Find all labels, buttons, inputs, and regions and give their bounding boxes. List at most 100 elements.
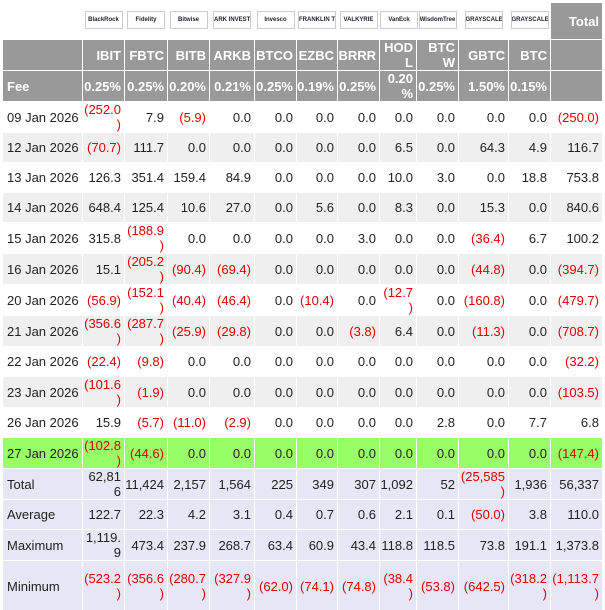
- flow-value: 0.0: [296, 101, 338, 133]
- flow-value: 60.9: [296, 529, 338, 561]
- flow-value: 0.0: [416, 376, 459, 408]
- date-row: 20 Jan 2026 (56.9) (152.1) (40.4) (46.4) 0.0(…: [2, 284, 603, 316]
- date-row: 15 Jan 2026 315.8 (188.9) 0.0 0.0 0.0 0.0 3.0 0.…: [2, 222, 603, 254]
- row-label: Average: [2, 499, 83, 530]
- flow-value: (356.6): [124, 560, 168, 610]
- empty-cell: [2, 2, 83, 40]
- flow-value: (32.2): [550, 346, 603, 377]
- flow-value: 225: [254, 468, 297, 500]
- fee: 0.25%: [82, 70, 125, 102]
- flow-value: 0.0: [416, 132, 459, 163]
- flow-value: 0.0: [337, 192, 380, 223]
- row-label: 12 Jan 2026: [2, 132, 83, 163]
- row-label: 22 Jan 2026: [2, 346, 83, 377]
- summary-row: Minimum (523.2) (356.6) (280.7) (327.9) (62.0…: [2, 560, 603, 610]
- flow-value: 0.0: [209, 132, 255, 163]
- date-row: 09 Jan 2026 (252.0) 7.9 (5.9) 0.0 0.0 0.0 0.0 0.…: [2, 101, 603, 133]
- flow-value: 0.0: [508, 437, 551, 469]
- flow-value: 6.8: [550, 407, 603, 438]
- flow-value: (46.4): [209, 284, 255, 316]
- summary-row: Total 62,816 11,424 2,157 1,564 225 349 307 1,09…: [2, 468, 603, 500]
- flow-value: 0.0: [209, 222, 255, 254]
- date-row: 13 Jan 2026 126.3 351.4 159.4 84.9 0.0 0.0 0.0 1…: [2, 162, 603, 193]
- flow-value: 0.0: [167, 132, 210, 163]
- ticker: ARKB: [209, 39, 255, 71]
- flow-value: (25.9): [167, 315, 210, 347]
- flow-value: 15.1: [82, 253, 125, 285]
- flow-value: 0.0: [416, 315, 459, 347]
- flow-value: 15.3: [458, 192, 509, 223]
- flow-value: 0.0: [296, 132, 338, 163]
- row-label: Maximum: [2, 529, 83, 561]
- flow-value: 0.0: [337, 437, 380, 469]
- flow-value: 237.9: [167, 529, 210, 561]
- flow-value: 22.3: [124, 499, 168, 530]
- flow-value: 0.0: [296, 376, 338, 408]
- flow-value: (44.6): [124, 437, 168, 469]
- flow-value: 0.0: [508, 376, 551, 408]
- flow-value: 116.7: [550, 132, 603, 163]
- flow-value: 52: [416, 468, 459, 500]
- flow-value: 0.0: [458, 162, 509, 193]
- flow-value: 4.9: [508, 132, 551, 163]
- flow-value: (70.7): [82, 132, 125, 163]
- fee: 0.25%: [337, 70, 380, 102]
- flow-value: (56.9): [82, 284, 125, 316]
- flow-value: (40.4): [167, 284, 210, 316]
- flow-value: 2.8: [416, 407, 459, 438]
- flow-value: 0.0: [296, 437, 338, 469]
- date-row: 14 Jan 2026 648.4 125.4 10.6 27.0 0.0 5.6 0.0 8.…: [2, 192, 603, 223]
- ticker: EZBC: [296, 39, 338, 71]
- flow-value: 0.0: [296, 253, 338, 285]
- row-label: 13 Jan 2026: [2, 162, 83, 193]
- flow-value: 15.9: [82, 407, 125, 438]
- fee-label: Fee: [2, 70, 83, 102]
- flow-value: (188.9): [124, 222, 168, 254]
- flow-value: 6.7: [508, 222, 551, 254]
- issuer-logo: ARK INVEST: [213, 10, 251, 29]
- flow-value: 0.0: [254, 222, 297, 254]
- empty-cell: [550, 70, 603, 102]
- ticker-row: IBIT FBTC BITB ARKB BTCO EZBC BRRR HODL BTCW GBTC…: [2, 39, 603, 71]
- date-row: 12 Jan 2026 (70.7) 111.7 0.0 0.0 0.0 0.0 0.0 6.5…: [2, 132, 603, 163]
- fee: 0.25%: [254, 70, 297, 102]
- flow-value: 6.4: [379, 315, 417, 347]
- flow-value: (12.7): [379, 284, 417, 316]
- flow-value: 0.0: [379, 222, 417, 254]
- flow-value: 10.0: [379, 162, 417, 193]
- date-row: 21 Jan 2026 (356.6) (287.7) (25.9) (29.8) 0.0…: [2, 315, 603, 347]
- flow-value: (642.5): [458, 560, 509, 610]
- fee: 0.20%: [379, 70, 417, 102]
- flow-value: (11.0): [167, 407, 210, 438]
- flow-value: (2.9): [209, 407, 255, 438]
- flow-value: 0.0: [167, 222, 210, 254]
- flow-value: 0.0: [254, 101, 297, 133]
- flow-value: (90.4): [167, 253, 210, 285]
- flow-value: (74.8): [337, 560, 380, 610]
- row-label: 14 Jan 2026: [2, 192, 83, 223]
- row-label: 21 Jan 2026: [2, 315, 83, 347]
- ticker: FBTC: [124, 39, 168, 71]
- flow-value: 0.0: [254, 284, 297, 316]
- row-label: 09 Jan 2026: [2, 101, 83, 133]
- flow-value: 10.6: [167, 192, 210, 223]
- row-label: Total: [2, 468, 83, 500]
- flow-value: 2,157: [167, 468, 210, 500]
- flow-value: 0.0: [337, 284, 380, 316]
- fee: 0.19%: [296, 70, 338, 102]
- issuer-logo: BlackRock: [84, 10, 123, 29]
- logo-cell: VanEck: [379, 2, 418, 40]
- flow-value: 110.0: [550, 499, 603, 530]
- flow-value: 0.0: [416, 437, 459, 469]
- flow-value: (22.4): [82, 346, 125, 377]
- flow-value: 3.0: [416, 162, 459, 193]
- flow-value: 7.9: [124, 101, 168, 133]
- flow-value: 0.0: [337, 407, 380, 438]
- flow-value: 0.0: [209, 346, 255, 377]
- flow-value: (205.2): [124, 253, 168, 285]
- flow-value: (5.9): [167, 101, 210, 133]
- logo-row: BlackRock Fidelity Bitwise ARK INVEST Invesc…: [2, 2, 603, 40]
- issuer-logo: Fidelity: [127, 10, 165, 29]
- row-label: 16 Jan 2026: [2, 253, 83, 285]
- flow-value: (101.6): [82, 376, 125, 408]
